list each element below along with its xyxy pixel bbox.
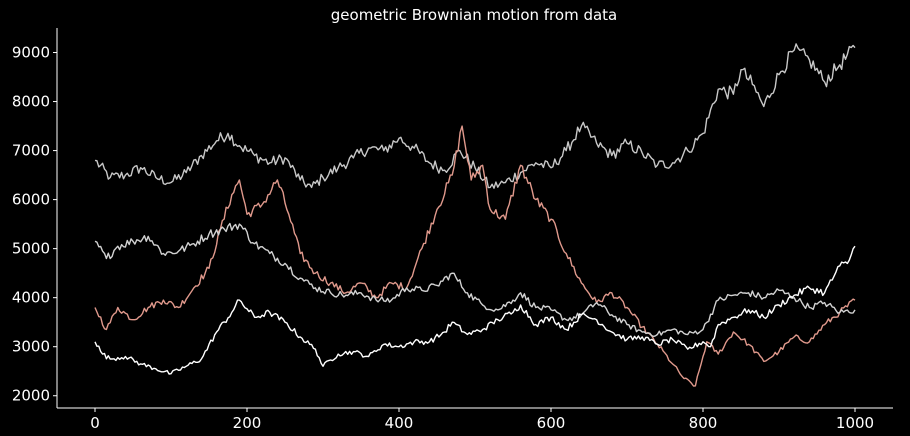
y-tick-label: 4000 xyxy=(12,289,50,307)
chart-title: geometric Brownian motion from data xyxy=(331,6,617,24)
y-tick-label: 5000 xyxy=(12,240,50,258)
y-tick-label: 9000 xyxy=(12,44,50,62)
y-tick-label: 7000 xyxy=(12,142,50,160)
x-tick-label: 1000 xyxy=(836,414,874,432)
y-tick-label: 2000 xyxy=(12,387,50,405)
x-tick-label: 800 xyxy=(689,414,718,432)
series-line-4 xyxy=(94,245,856,375)
x-tick-label: 600 xyxy=(537,414,566,432)
x-tick-label: 400 xyxy=(385,414,414,432)
y-tick-label: 6000 xyxy=(12,191,50,209)
plot-area xyxy=(94,43,856,387)
series-line-2 xyxy=(94,125,856,387)
x-tick-label: 0 xyxy=(90,414,100,432)
series-line-3 xyxy=(94,222,856,338)
y-tick-label: 3000 xyxy=(12,338,50,356)
y-tick-label: 8000 xyxy=(12,93,50,111)
x-tick-label: 200 xyxy=(233,414,262,432)
series-line-1 xyxy=(94,43,856,189)
axes: 0 200 400 600 800 1000 2000 3000 4000 5000 6000 700… xyxy=(12,28,893,432)
